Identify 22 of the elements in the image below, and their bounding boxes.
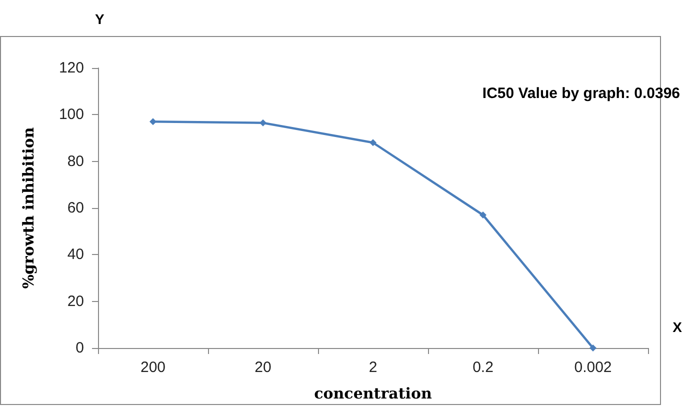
x-axis-title: concentration xyxy=(314,384,432,402)
y-tick-label: 0 xyxy=(76,340,84,356)
y-axis-title: %growth inhibition xyxy=(20,127,38,289)
point xyxy=(260,119,266,126)
point xyxy=(150,118,156,126)
y-tick-label: 20 xyxy=(67,292,84,310)
x-tick-label: 0.002 xyxy=(574,359,612,376)
x-tick-label: 20 xyxy=(254,359,272,376)
y-tick-label: 60 xyxy=(67,200,84,216)
annotation: IC50 Value by graph: 0.0396 xyxy=(482,85,680,102)
point xyxy=(370,139,376,146)
x-tick-label: 200 xyxy=(140,359,166,376)
text: Y xyxy=(95,11,105,27)
text: X xyxy=(672,319,683,335)
y-tick-label: 100 xyxy=(58,106,84,124)
x-tick-label: 2 xyxy=(368,359,378,376)
point xyxy=(480,212,486,218)
y-tick-label: 80 xyxy=(67,152,84,170)
y-tick-label: 40 xyxy=(67,246,84,264)
x-tick-label: 0.2 xyxy=(472,359,494,376)
point xyxy=(590,344,596,352)
y-tick-label: 120 xyxy=(58,60,84,76)
